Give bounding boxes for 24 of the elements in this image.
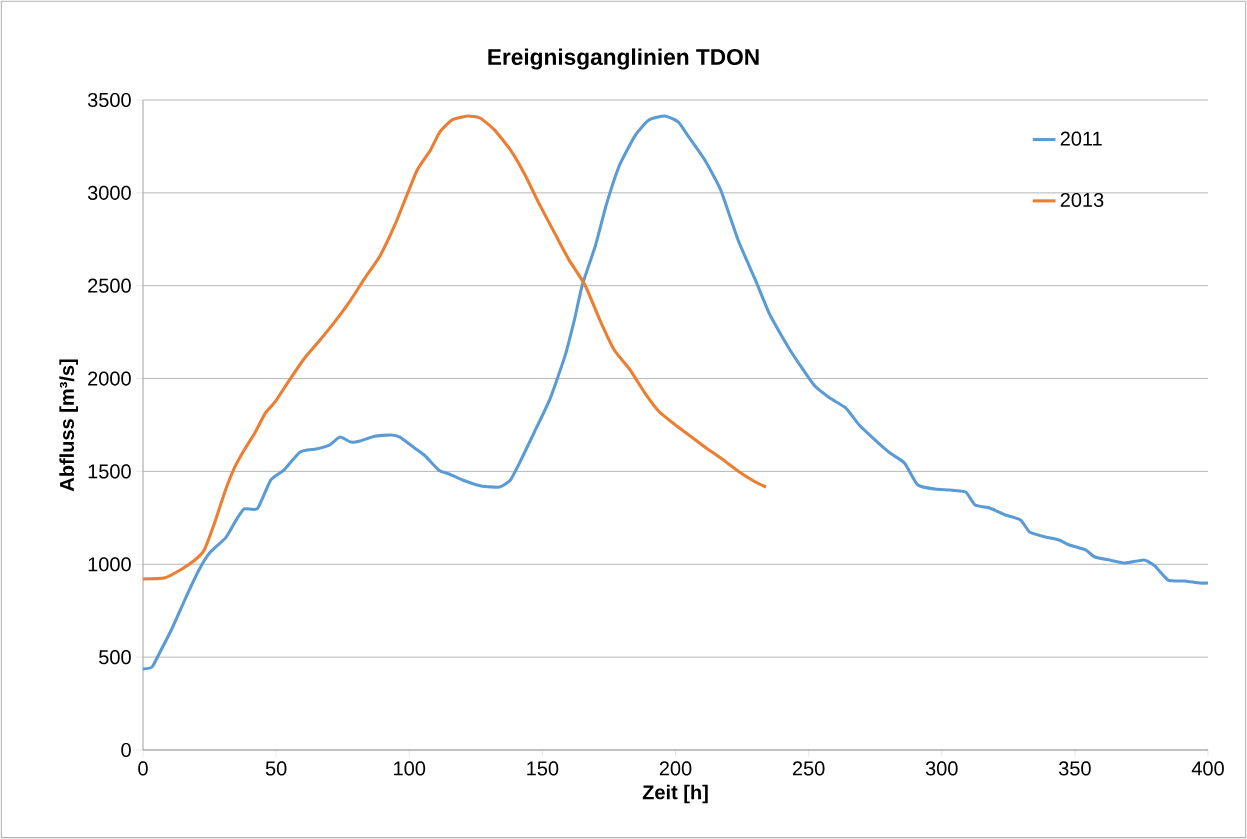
x-tick-label: 100 xyxy=(394,761,426,776)
x-tick-label: 0 xyxy=(138,761,148,776)
x-axis-title: Zeit [h] xyxy=(642,784,708,804)
y-tick-label: 1500 xyxy=(88,464,131,479)
x-tick-label: 200 xyxy=(659,761,692,776)
x-tick-label: 150 xyxy=(527,761,559,776)
y-tick-label: 3500 xyxy=(87,92,131,108)
legend-label: 2011 xyxy=(1060,131,1102,146)
line-series xyxy=(141,114,1210,671)
y-tick-label: 2500 xyxy=(88,278,131,293)
x-tick-label: 350 xyxy=(1058,761,1091,776)
y-axis-title: Abfluss [m³/s] xyxy=(59,359,78,492)
y-tick-label: 1000 xyxy=(88,557,131,572)
x-tick-label: 300 xyxy=(925,761,958,776)
x-tick-label: 250 xyxy=(792,761,825,776)
x-tick-label: 400 xyxy=(1191,761,1224,776)
y-tick-label: 500 xyxy=(99,650,131,665)
legend-label: 2013 xyxy=(1060,192,1104,208)
y-tick-label: 3000 xyxy=(87,185,131,200)
y-tick-label: 0 xyxy=(121,742,131,758)
line-series xyxy=(141,114,768,581)
chart-title: Ereignisganglinien TDON xyxy=(488,48,759,70)
x-tick-label: 50 xyxy=(265,761,287,776)
y-tick-label: 2000 xyxy=(88,371,131,386)
